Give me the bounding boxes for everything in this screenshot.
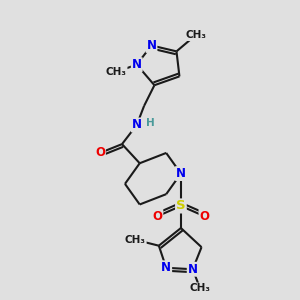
Text: O: O [152,210,162,223]
Text: H: H [146,118,154,128]
Text: N: N [188,263,198,276]
Text: S: S [176,200,186,212]
Text: CH₃: CH₃ [190,284,211,293]
Text: CH₃: CH₃ [185,30,206,40]
Text: CH₃: CH₃ [125,235,146,245]
Text: N: N [132,118,142,131]
Text: N: N [161,261,171,274]
Text: O: O [200,210,209,223]
Text: CH₃: CH₃ [106,67,127,77]
Text: N: N [176,167,186,180]
Text: N: N [132,58,142,71]
Text: N: N [146,39,157,52]
Text: O: O [95,146,105,159]
